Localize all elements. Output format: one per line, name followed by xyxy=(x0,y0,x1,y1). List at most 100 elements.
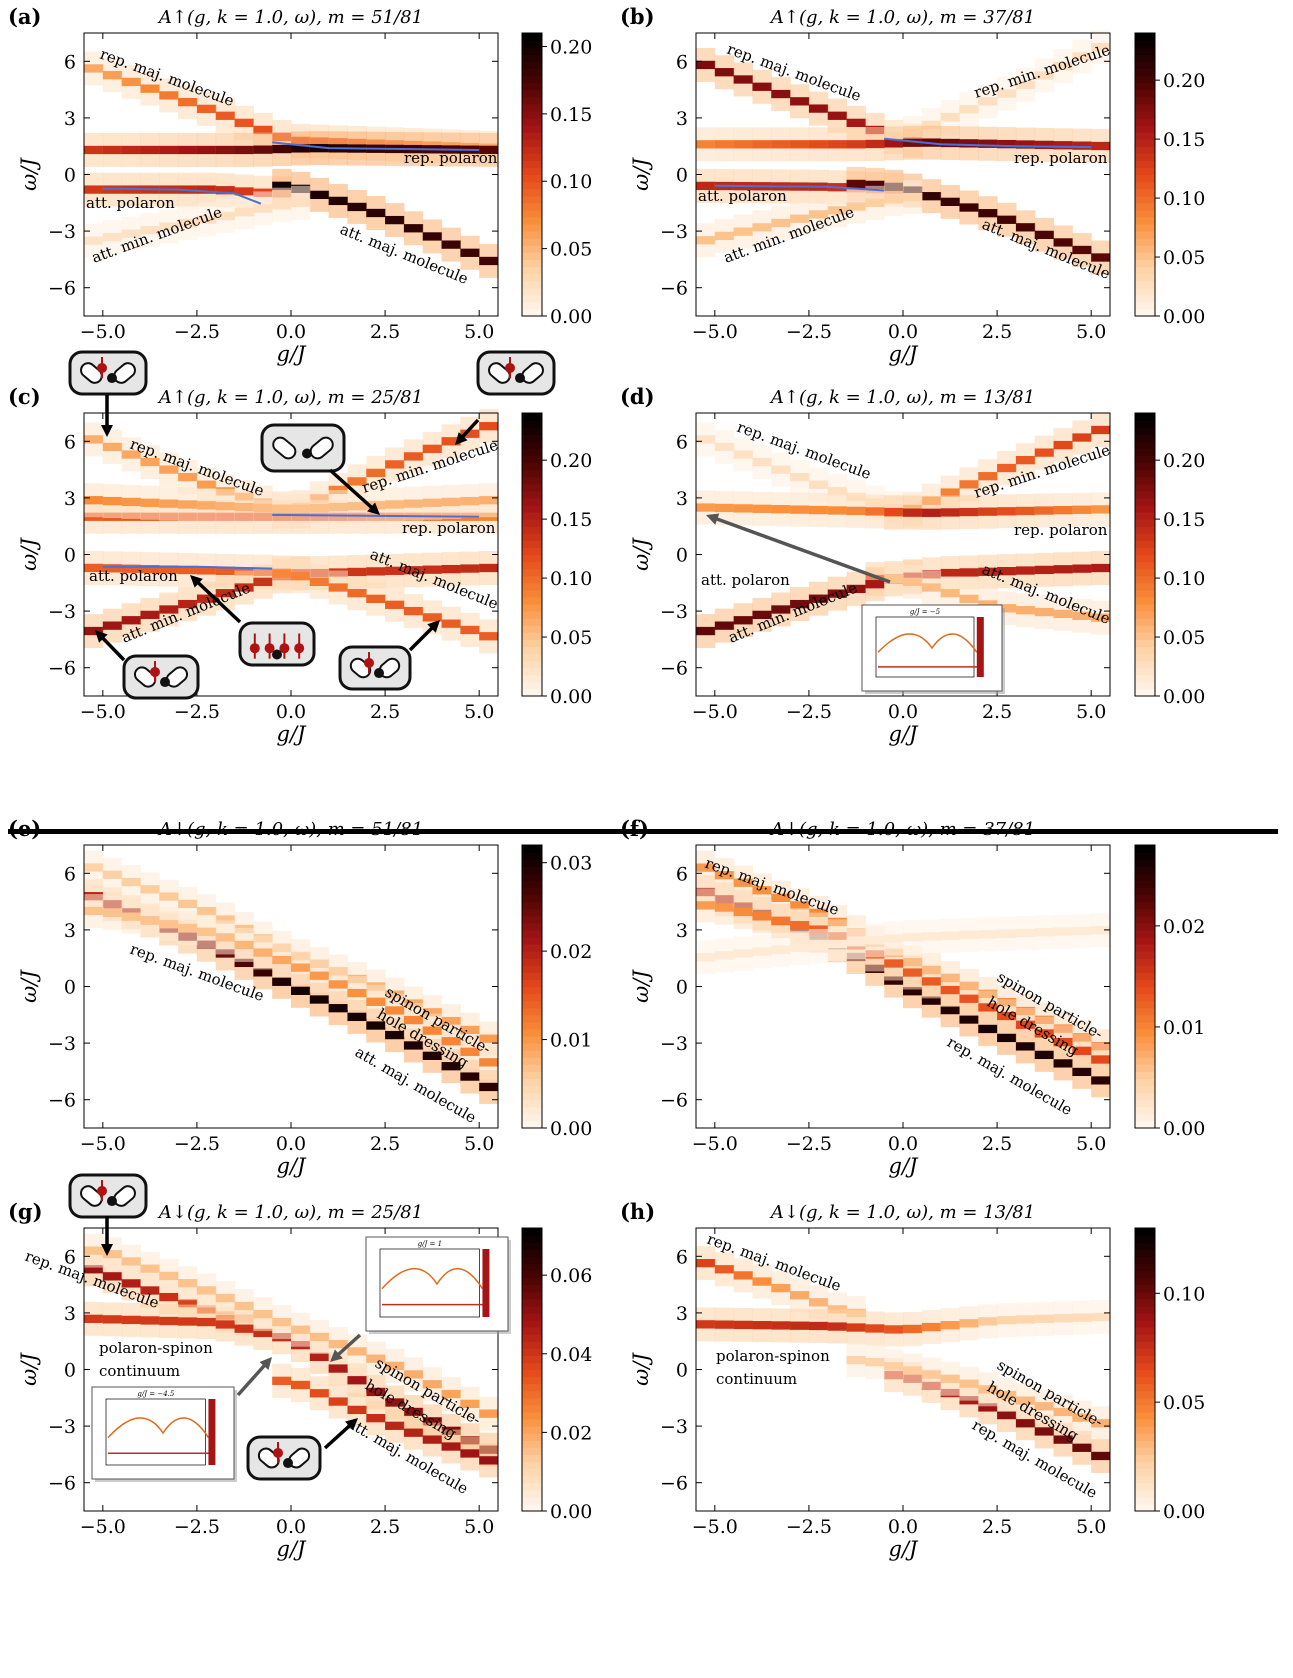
colorbar-segment xyxy=(522,96,542,105)
arrow-head xyxy=(101,1244,113,1256)
colorbar-segment xyxy=(1135,1319,1155,1328)
heatmap-cell xyxy=(884,959,904,968)
x-tick-label: 5.0 xyxy=(464,701,494,723)
colorbar-segment xyxy=(522,951,542,959)
heatmap-cell xyxy=(441,1037,461,1046)
heatmap-cell xyxy=(1015,456,1036,465)
heatmap-cell xyxy=(479,145,499,155)
schematic-icon xyxy=(476,350,556,396)
heatmap-cell xyxy=(328,1340,348,1349)
colorbar-segment xyxy=(1135,1263,1155,1272)
inset-plot: g/J = −5 xyxy=(861,604,1005,694)
heatmap-cell xyxy=(903,1324,923,1334)
y-tick-label: 3 xyxy=(676,108,688,130)
colorbar-segment xyxy=(522,117,542,126)
y-tick-label: −6 xyxy=(48,278,76,300)
heatmap-cell xyxy=(1053,440,1073,450)
x-tick-label: −2.5 xyxy=(786,321,832,343)
heatmap-cell xyxy=(696,181,716,191)
x-tick-label: 5.0 xyxy=(1076,321,1106,343)
colorbar-segment xyxy=(1135,547,1155,556)
heatmap-cell xyxy=(234,502,254,512)
colorbar-segment xyxy=(522,252,542,260)
colorbar-segment xyxy=(522,674,542,683)
heatmap-cell xyxy=(291,963,311,972)
x-tick-label: 0.0 xyxy=(888,1133,918,1155)
heatmap-cell xyxy=(347,1405,367,1415)
colorbar-tick-label: 0.00 xyxy=(550,306,592,328)
colorbar-segment xyxy=(1135,103,1155,112)
colorbar-tick-label: 0.05 xyxy=(550,627,592,649)
colorbar-segment xyxy=(522,667,542,676)
heatmap-cell xyxy=(1091,926,1111,935)
pointer-arrow xyxy=(101,395,113,437)
colorbar-segment xyxy=(522,308,542,317)
heatmap-cell xyxy=(385,460,405,469)
colorbar-segment xyxy=(522,188,542,197)
colorbar-segment xyxy=(522,216,542,225)
colorbar-frame xyxy=(1134,32,1156,317)
colorbar: 0.00 0.05 0.10 0.15 0.20 xyxy=(521,32,592,328)
heatmap-cell xyxy=(865,1324,885,1333)
colorbar-segment xyxy=(522,632,542,640)
schematic-box xyxy=(338,645,412,691)
heatmap-cell xyxy=(441,1442,461,1451)
inset-colorbar xyxy=(976,617,984,677)
colorbar-segment xyxy=(522,1305,542,1314)
colorbar-tick-label: 0.05 xyxy=(550,239,592,261)
heatmap-cell xyxy=(714,903,735,912)
heatmap-cell xyxy=(714,951,735,960)
colorbar-segment xyxy=(1135,476,1155,485)
heatmap-cell xyxy=(997,567,1017,576)
heatmap-cell xyxy=(959,1015,979,1024)
x-tick-label: −5.0 xyxy=(692,701,738,723)
colorbar-segment xyxy=(522,462,542,471)
colorbar-segment xyxy=(1135,611,1155,619)
x-axis-label: g/J xyxy=(277,342,308,366)
colorbar-segment xyxy=(522,181,542,190)
colorbar-segment xyxy=(522,448,542,457)
colorbar-segment xyxy=(1135,47,1155,55)
colorbar-tick-label: 0.10 xyxy=(550,568,592,590)
heatmap-cell xyxy=(714,503,735,513)
colorbar-segment xyxy=(522,195,542,204)
colorbar-segment xyxy=(522,1291,542,1300)
colorbar-segment xyxy=(522,1404,542,1413)
heatmap-cell xyxy=(1034,928,1055,937)
colorbar-segment xyxy=(1135,1468,1155,1477)
colorbar-segment xyxy=(1135,681,1155,690)
heatmap-cell xyxy=(1091,1419,1111,1428)
heatmap-cell xyxy=(696,901,716,910)
colorbar-segment xyxy=(1135,1404,1155,1413)
heatmap-cell xyxy=(347,502,367,511)
colorbar-segment xyxy=(522,1411,542,1420)
panel-a: −5.0 −2.5 0.0 2.5 5.0 −6 −3 0 3 6 g/J ω/J A↑(g, k = … xyxy=(8,4,592,366)
heatmap-cell xyxy=(997,1315,1017,1325)
colorbar-tick-label: 0.20 xyxy=(1163,70,1205,92)
colorbar-segment xyxy=(522,483,542,492)
heatmap-cell xyxy=(328,196,348,206)
y-tick-label: 0 xyxy=(676,977,688,999)
heatmap-cell xyxy=(84,563,104,573)
colorbar-segment xyxy=(1135,866,1155,874)
heatmap-cell xyxy=(196,566,217,575)
arrow-head xyxy=(706,513,720,525)
colorbar-segment xyxy=(1135,944,1155,952)
heatmap-cell xyxy=(479,1409,499,1418)
heatmap-cell xyxy=(215,589,236,598)
heatmap-cell xyxy=(422,498,443,507)
colorbar-segment xyxy=(522,859,542,867)
colorbar-segment xyxy=(1135,82,1155,91)
heatmap-cell xyxy=(196,501,217,510)
panel-letter: (c) xyxy=(8,384,41,409)
colorbar-segment xyxy=(522,497,542,506)
heatmap-cell xyxy=(733,75,753,84)
pointer-arrow xyxy=(328,468,380,515)
heatmap-cell xyxy=(1091,253,1111,262)
heatmap-cell xyxy=(978,1403,998,1412)
heatmap-cell xyxy=(328,1397,348,1406)
colorbar-segment xyxy=(1135,1461,1155,1470)
heatmap-cell xyxy=(771,505,791,514)
heatmap-cell xyxy=(1091,1312,1111,1322)
y-tick-label: 3 xyxy=(676,920,688,942)
